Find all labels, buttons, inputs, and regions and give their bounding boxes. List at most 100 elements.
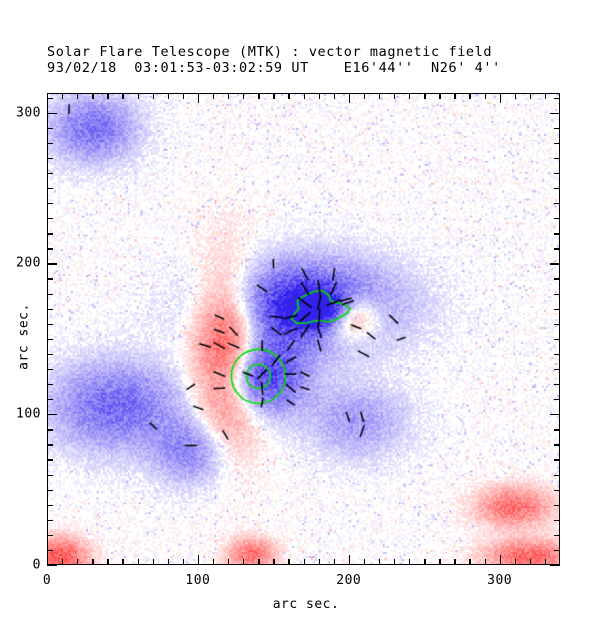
plot-title-block: Solar Flare Telescope (MTK) : vector mag… xyxy=(47,44,567,76)
x-axis-title: arc sec. xyxy=(272,597,340,612)
y-tick-label: 0 xyxy=(32,557,41,573)
x-tick xyxy=(167,559,169,565)
y-tick xyxy=(47,519,53,522)
y-tick-right xyxy=(554,474,560,476)
x-tick xyxy=(92,559,94,565)
y-tick xyxy=(47,399,53,401)
x-tick xyxy=(197,555,200,565)
y-tick-right xyxy=(554,308,560,310)
vector-magnetic-field-map xyxy=(48,94,559,564)
x-tick-top xyxy=(484,93,486,99)
x-tick xyxy=(348,555,351,565)
x-tick-top xyxy=(107,93,109,99)
x-tick xyxy=(212,559,215,565)
x-tick-top xyxy=(258,93,260,99)
y-tick-right xyxy=(554,323,560,326)
y-tick-right xyxy=(554,519,560,522)
x-tick-label: 100 xyxy=(185,573,211,588)
x-tick-top xyxy=(514,93,517,99)
x-tick xyxy=(454,559,456,565)
magnetogram-plot-frame xyxy=(47,93,560,565)
x-tick-top xyxy=(303,93,305,99)
x-tick xyxy=(122,559,124,565)
x-tick xyxy=(303,559,305,565)
x-tick xyxy=(499,555,501,565)
x-tick-top xyxy=(454,93,456,99)
y-tick xyxy=(47,293,53,295)
x-tick xyxy=(333,559,335,565)
y-tick-right xyxy=(550,565,560,567)
x-tick-top xyxy=(499,93,501,103)
y-tick-right xyxy=(554,278,560,280)
y-tick-right xyxy=(550,414,560,416)
y-tick-right xyxy=(554,203,560,205)
x-tick xyxy=(137,559,139,565)
y-tick-right xyxy=(554,459,560,461)
x-tick-top xyxy=(152,93,154,99)
x-tick xyxy=(47,555,49,565)
x-tick-top xyxy=(92,93,94,99)
title-line-2: 93/02/18 03:01:53-03:02:59 UT E16'44'' N… xyxy=(47,60,501,76)
x-tick xyxy=(273,559,275,565)
x-tick xyxy=(514,559,517,565)
y-tick-right xyxy=(554,429,560,431)
y-tick-right xyxy=(554,157,560,160)
x-tick xyxy=(62,559,64,565)
y-tick-right xyxy=(554,248,560,250)
title-line-1: Solar Flare Telescope (MTK) : vector mag… xyxy=(47,44,493,60)
y-tick xyxy=(47,172,53,175)
y-axis-title: arc sec. xyxy=(16,303,32,370)
x-tick xyxy=(152,559,154,565)
x-tick xyxy=(378,559,381,565)
y-tick-right xyxy=(554,399,560,401)
y-tick xyxy=(47,127,53,129)
x-tick-top xyxy=(182,93,185,99)
x-tick-label: 0 xyxy=(42,573,52,588)
y-tick xyxy=(47,323,53,326)
y-tick-right xyxy=(554,353,560,356)
x-tick-label: 200 xyxy=(336,573,362,588)
x-tick-top xyxy=(469,93,471,99)
x-tick xyxy=(394,559,396,565)
x-tick xyxy=(243,559,245,565)
x-tick xyxy=(409,559,411,565)
x-tick-top xyxy=(62,93,64,99)
x-tick-top xyxy=(228,93,230,99)
y-tick-right xyxy=(554,188,560,190)
y-tick xyxy=(47,248,53,250)
y-tick-label: 200 xyxy=(16,255,41,271)
y-tick xyxy=(47,549,53,552)
x-tick-top xyxy=(529,93,532,99)
x-tick xyxy=(439,559,441,565)
y-tick xyxy=(47,414,57,416)
y-tick xyxy=(47,157,53,160)
x-tick-top xyxy=(394,93,396,99)
y-tick xyxy=(47,263,57,265)
y-tick xyxy=(47,142,53,145)
x-tick xyxy=(318,559,320,565)
x-tick-top xyxy=(348,93,351,103)
y-tick xyxy=(47,429,53,431)
x-tick-top xyxy=(273,93,275,99)
y-tick-right xyxy=(554,338,560,341)
y-tick xyxy=(47,278,53,280)
x-tick-top xyxy=(439,93,441,99)
y-tick-right xyxy=(554,127,560,129)
x-tick xyxy=(77,559,79,565)
y-tick xyxy=(47,233,53,235)
x-tick xyxy=(107,559,109,565)
y-tick-right xyxy=(554,218,560,220)
x-tick-top xyxy=(77,93,79,99)
x-tick-label: 300 xyxy=(487,573,513,588)
y-tick-label: 300 xyxy=(16,105,41,121)
x-tick xyxy=(544,559,547,565)
x-tick xyxy=(424,559,426,565)
y-tick xyxy=(47,489,53,491)
y-tick xyxy=(47,97,53,99)
x-tick-top xyxy=(544,93,547,99)
y-tick xyxy=(47,112,57,114)
y-tick-right xyxy=(550,112,560,114)
y-tick xyxy=(47,534,53,537)
x-tick-top xyxy=(409,93,411,99)
y-tick xyxy=(47,474,53,476)
